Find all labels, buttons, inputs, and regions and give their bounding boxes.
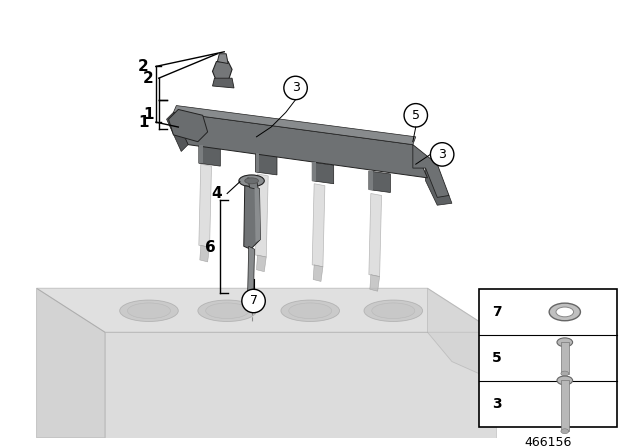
Text: 3: 3 <box>292 82 300 95</box>
Polygon shape <box>166 112 188 151</box>
Polygon shape <box>248 291 253 305</box>
Text: 3: 3 <box>492 397 502 411</box>
Ellipse shape <box>557 338 573 347</box>
Polygon shape <box>255 174 268 257</box>
Ellipse shape <box>205 303 249 319</box>
Ellipse shape <box>198 300 257 322</box>
Polygon shape <box>36 288 105 438</box>
Circle shape <box>431 142 454 166</box>
Text: 2: 2 <box>143 71 154 86</box>
Polygon shape <box>313 265 323 281</box>
Polygon shape <box>370 275 380 291</box>
Polygon shape <box>212 61 232 81</box>
Ellipse shape <box>244 178 259 184</box>
Text: 5: 5 <box>492 351 502 365</box>
Polygon shape <box>426 168 452 205</box>
Ellipse shape <box>557 376 573 385</box>
Polygon shape <box>173 106 416 145</box>
Polygon shape <box>168 109 207 142</box>
Polygon shape <box>312 162 333 184</box>
Ellipse shape <box>364 300 422 322</box>
Ellipse shape <box>561 429 569 434</box>
Polygon shape <box>248 246 255 293</box>
Polygon shape <box>173 112 428 178</box>
Text: 4: 4 <box>212 186 222 201</box>
Text: 1: 1 <box>143 107 154 122</box>
Text: 2: 2 <box>138 59 149 74</box>
Ellipse shape <box>549 303 580 321</box>
Polygon shape <box>255 153 259 172</box>
Polygon shape <box>200 246 209 262</box>
Polygon shape <box>479 289 617 427</box>
Ellipse shape <box>289 303 332 319</box>
Polygon shape <box>369 171 372 190</box>
Polygon shape <box>369 194 381 276</box>
Text: 1: 1 <box>138 115 149 129</box>
Ellipse shape <box>561 371 569 376</box>
Polygon shape <box>312 184 325 267</box>
Polygon shape <box>199 145 203 163</box>
Text: 6: 6 <box>205 240 216 255</box>
Polygon shape <box>561 342 569 374</box>
Polygon shape <box>312 162 316 181</box>
Polygon shape <box>369 171 390 193</box>
Polygon shape <box>244 185 260 249</box>
Ellipse shape <box>127 303 170 319</box>
Text: 5: 5 <box>412 109 420 122</box>
Circle shape <box>404 103 428 127</box>
Polygon shape <box>428 288 496 381</box>
Polygon shape <box>561 380 569 431</box>
Polygon shape <box>218 54 228 64</box>
Circle shape <box>284 76 307 99</box>
Ellipse shape <box>372 303 415 319</box>
Polygon shape <box>257 255 266 271</box>
Text: 3: 3 <box>438 148 446 161</box>
Polygon shape <box>255 188 260 242</box>
Polygon shape <box>413 145 449 198</box>
Polygon shape <box>212 78 234 88</box>
Ellipse shape <box>120 300 179 322</box>
Polygon shape <box>105 332 496 438</box>
Text: 466156: 466156 <box>525 436 572 448</box>
Ellipse shape <box>556 307 573 317</box>
Ellipse shape <box>239 175 264 187</box>
Polygon shape <box>199 164 212 247</box>
Polygon shape <box>255 153 277 175</box>
Circle shape <box>242 289 265 313</box>
Polygon shape <box>248 178 259 190</box>
Polygon shape <box>199 145 220 166</box>
Text: 7: 7 <box>250 294 257 307</box>
Text: 7: 7 <box>492 305 502 319</box>
Polygon shape <box>36 288 496 332</box>
Ellipse shape <box>281 300 340 322</box>
